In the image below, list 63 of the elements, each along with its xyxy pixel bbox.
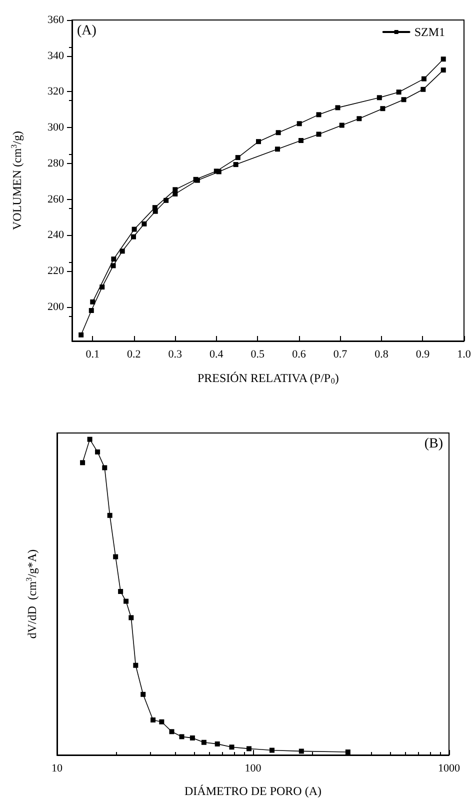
point	[376, 95, 382, 100]
point	[152, 205, 158, 210]
point	[88, 308, 94, 314]
x-tick-label: 0.6	[292, 348, 306, 360]
y-tick-label: 220	[48, 265, 64, 278]
x-tick-label: 0.4	[210, 348, 224, 360]
y-tick-label: 260	[48, 193, 64, 206]
x-tick-label: 0.2	[127, 348, 141, 360]
y-tick-label: 300	[48, 122, 64, 134]
x-tick-label: 0.7	[333, 348, 348, 360]
point	[339, 122, 344, 128]
y-axis-title: VOLUMEN (cm3/g)	[10, 131, 24, 230]
point	[78, 332, 84, 338]
y-tick-label: 200	[48, 300, 64, 313]
x-tick-label: 0.5	[250, 348, 266, 360]
x-tick-label: 1000	[438, 762, 460, 774]
legend-label: SZM1	[414, 25, 446, 39]
point	[440, 68, 446, 73]
x-tick-label: 10	[52, 762, 63, 774]
point	[130, 234, 136, 240]
y-tick-label: 340	[48, 50, 64, 62]
y-tick-label: 240	[48, 229, 64, 242]
point	[396, 90, 402, 95]
point	[110, 263, 116, 268]
x-tick-label: 1.0	[457, 348, 472, 360]
point	[298, 138, 304, 144]
point	[164, 198, 169, 203]
point	[235, 155, 240, 160]
point	[380, 106, 386, 112]
point	[256, 139, 262, 144]
annotation: (A)	[77, 24, 97, 38]
point	[296, 121, 302, 126]
y-tick-label: 360	[48, 14, 64, 26]
point	[172, 191, 178, 196]
annotation: (B)	[424, 436, 444, 452]
point	[335, 105, 340, 110]
point	[420, 86, 426, 92]
x-tick-label: 100	[244, 762, 262, 774]
x-tick-label: 0.3	[168, 348, 183, 360]
point	[440, 56, 446, 62]
point	[316, 112, 322, 118]
y-axis-title: dV/dD (cm3/g*A)	[24, 549, 39, 639]
point	[276, 130, 281, 136]
y-tick-label: 280	[48, 157, 64, 170]
x-tick-label: 0.8	[374, 348, 389, 360]
point	[142, 221, 147, 226]
point	[90, 299, 96, 304]
point	[233, 162, 238, 168]
x-axis-title: DIÁMETRO DE PORO (A)	[184, 784, 322, 798]
point	[214, 168, 219, 174]
point	[421, 76, 426, 82]
point	[401, 97, 406, 102]
x-tick-label: 0.1	[86, 348, 100, 360]
y-tick-label: 320	[48, 86, 64, 98]
point	[316, 132, 322, 137]
point	[132, 226, 137, 232]
point	[356, 116, 362, 122]
point	[100, 284, 105, 290]
point	[172, 187, 178, 192]
point	[111, 256, 116, 262]
point	[120, 248, 125, 254]
point	[274, 146, 280, 152]
x-tick-label: 0.9	[416, 348, 430, 360]
